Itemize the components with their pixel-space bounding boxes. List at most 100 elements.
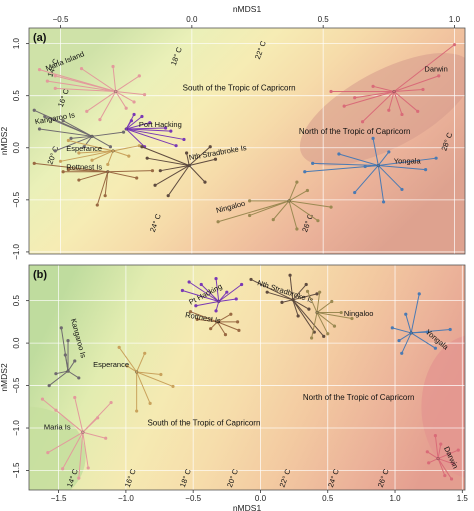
spider-line	[182, 289, 219, 302]
spider-line	[292, 299, 325, 337]
spider-line	[83, 136, 93, 148]
spider-line	[190, 311, 218, 323]
spider-line	[288, 181, 298, 202]
data-point	[437, 74, 441, 78]
spider-line	[307, 291, 318, 313]
data-point	[135, 409, 139, 413]
spider-line	[316, 301, 333, 313]
spider-line	[434, 435, 439, 459]
data-point	[61, 119, 65, 123]
y-tick-label: −0.5	[12, 377, 21, 393]
spider-line	[218, 298, 237, 303]
spider-line	[107, 171, 137, 179]
y-tick-label: 1.0	[12, 38, 21, 50]
data-point	[32, 161, 36, 165]
spider-line	[104, 171, 109, 196]
spider-line	[289, 275, 294, 300]
spider-line	[186, 152, 190, 166]
data-point	[166, 194, 170, 198]
data-point	[249, 277, 253, 282]
site-yongala: Yongala	[303, 136, 438, 204]
panel-label: (a)	[33, 32, 47, 44]
data-point	[143, 351, 147, 355]
data-point	[425, 450, 429, 454]
site-centroid	[187, 163, 191, 168]
data-point	[433, 434, 437, 438]
data-point	[309, 336, 314, 340]
data-point	[248, 199, 252, 203]
data-point	[103, 194, 107, 198]
data-point	[237, 328, 241, 332]
data-point	[280, 300, 284, 304]
data-point	[171, 384, 175, 389]
plot-background: 14° C16° C18° C20° C22° C24° C 26° C28° C…	[29, 28, 465, 254]
spider-line	[96, 171, 109, 206]
site-maria-is: Maria Is	[40, 395, 113, 480]
spider-line	[78, 171, 108, 181]
data-point	[225, 290, 229, 294]
site-centroid	[114, 89, 118, 94]
data-point	[140, 145, 144, 149]
spider-line	[188, 146, 211, 166]
site-label: Esperance	[66, 144, 102, 153]
data-point	[332, 324, 337, 328]
spider-line	[74, 397, 84, 433]
data-point	[397, 338, 401, 343]
data-point	[53, 74, 57, 78]
data-point	[184, 151, 189, 155]
data-point	[371, 84, 375, 88]
data-point	[63, 353, 67, 357]
data-point	[390, 326, 394, 330]
data-point	[208, 145, 212, 149]
spider-line	[136, 371, 161, 376]
panel-label: (b)	[33, 269, 47, 281]
spider-line	[267, 291, 293, 301]
data-point	[137, 74, 141, 78]
spider-line	[67, 360, 76, 372]
data-point	[248, 213, 252, 218]
panel-a: 14° C16° C18° C20° C22° C24° C 26° C28° C…	[0, 4, 466, 260]
x-tick-label: 1.0	[449, 15, 461, 24]
plot-frame	[28, 264, 466, 491]
plot-frame	[28, 27, 466, 255]
spider-line	[410, 332, 436, 349]
data-point	[142, 93, 147, 97]
data-point	[129, 119, 134, 123]
data-point	[111, 64, 115, 69]
data-point	[452, 43, 457, 47]
data-point	[318, 290, 322, 294]
spider-line	[378, 157, 437, 166]
y-tick-label: 0.0	[12, 142, 21, 154]
data-point	[433, 346, 437, 350]
data-point	[416, 109, 420, 113]
data-point	[195, 317, 199, 321]
data-point	[148, 121, 152, 125]
site-label: Rottnest Is	[66, 163, 102, 172]
data-point	[360, 120, 365, 124]
site-centroid	[81, 430, 85, 434]
data-point	[135, 176, 139, 180]
spider-line	[316, 312, 335, 327]
data-point	[61, 170, 65, 174]
data-point	[427, 461, 431, 465]
data-point	[381, 200, 386, 204]
background-shading	[299, 52, 465, 166]
spider-line	[394, 88, 424, 93]
site-centroid	[215, 320, 219, 324]
data-point	[140, 114, 144, 119]
data-point	[46, 451, 50, 455]
data-point	[106, 162, 110, 167]
data-point	[329, 205, 333, 209]
spider-line	[428, 458, 439, 464]
spider-line	[55, 75, 116, 93]
site-centroid	[66, 369, 70, 373]
panel-b: 14° C 16° C 18° C 20° C 22° C 24° C 26° CSouth…	[0, 264, 468, 511]
data-point	[137, 144, 141, 148]
data-point	[305, 289, 310, 293]
data-point	[54, 372, 58, 376]
spider-line	[147, 157, 190, 166]
data-point	[174, 144, 178, 148]
data-point	[79, 67, 84, 71]
data-point	[153, 183, 157, 187]
spider-line	[288, 190, 308, 202]
